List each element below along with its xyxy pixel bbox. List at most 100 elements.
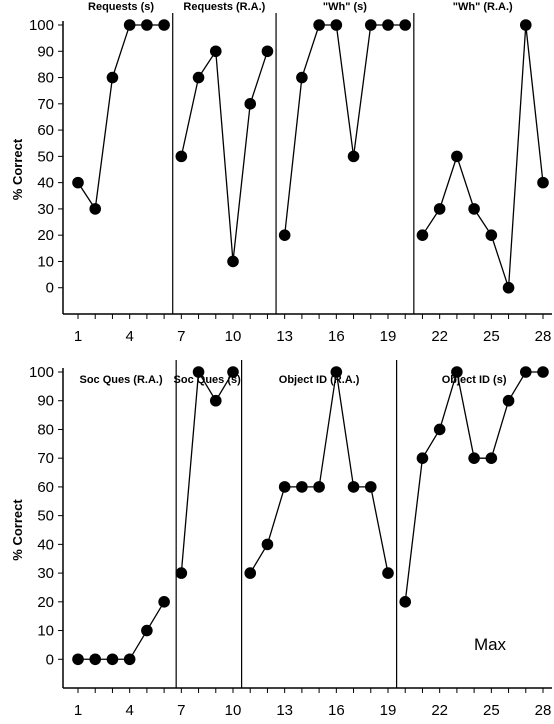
data-point <box>399 19 412 31</box>
data-point <box>175 567 188 579</box>
data-point <box>399 596 412 608</box>
data-point <box>519 366 532 378</box>
data-point <box>468 452 480 464</box>
x-tick-label: 4 <box>125 328 133 345</box>
data-point <box>244 567 257 579</box>
data-point <box>502 394 515 407</box>
x-tick-label: 7 <box>177 702 185 719</box>
y-tick-label: 0 <box>46 280 54 297</box>
series-line <box>77 24 165 211</box>
series-line <box>180 369 234 574</box>
y-tick-label: 40 <box>37 536 54 553</box>
x-tick-label: 19 <box>380 328 397 345</box>
phase-label: Soc Ques (s) <box>174 374 242 386</box>
y-tick-label: 10 <box>37 253 54 270</box>
data-point <box>296 481 308 493</box>
x-tick-label: 16 <box>328 702 345 719</box>
y-tick-label: 60 <box>37 479 54 496</box>
data-point <box>382 19 394 31</box>
y-tick-label: 100 <box>29 17 54 34</box>
phase-label: Soc Ques (R.A.) <box>79 374 162 386</box>
x-tick-label: 10 <box>225 702 242 719</box>
data-point <box>106 653 119 666</box>
data-point <box>278 481 291 493</box>
x-tick-label: 16 <box>328 328 345 345</box>
x-tick-label: 4 <box>125 702 133 719</box>
data-point <box>330 19 343 31</box>
series-line <box>404 371 543 602</box>
participant-label: Max <box>474 635 507 654</box>
y-tick-label: 40 <box>37 175 54 192</box>
data-point <box>364 481 377 493</box>
data-point <box>158 19 170 31</box>
data-point <box>537 176 549 189</box>
data-point <box>519 19 532 31</box>
data-point <box>451 366 463 378</box>
data-point <box>485 229 498 241</box>
x-tick-label: 13 <box>276 328 293 345</box>
y-tick-label: 30 <box>37 201 54 218</box>
data-point <box>296 71 308 84</box>
data-point <box>244 98 257 110</box>
data-point <box>141 624 153 637</box>
data-point <box>141 19 153 31</box>
data-point <box>72 653 84 666</box>
data-point <box>227 366 239 378</box>
x-tick-label: 25 <box>483 702 500 719</box>
y-axis-title: % Correct <box>10 138 25 200</box>
y-tick-label: 20 <box>37 227 54 244</box>
data-point <box>209 394 222 407</box>
data-point <box>485 452 498 464</box>
data-point <box>347 481 360 493</box>
data-point <box>468 203 480 215</box>
y-tick-label: 10 <box>37 623 54 640</box>
data-point <box>123 653 136 666</box>
y-tick-label: 50 <box>37 508 54 525</box>
x-tick-label: 28 <box>535 328 552 345</box>
data-point <box>89 653 102 666</box>
data-point <box>72 176 84 189</box>
data-point <box>537 366 549 378</box>
data-point <box>313 481 325 493</box>
data-point <box>451 150 463 163</box>
y-tick-label: 30 <box>37 565 54 582</box>
data-point <box>123 19 136 31</box>
y-tick-label: 80 <box>37 70 54 87</box>
data-point <box>227 255 239 268</box>
data-point <box>278 229 291 241</box>
data-point <box>192 366 205 378</box>
data-point <box>416 229 429 241</box>
data-point <box>158 596 170 608</box>
data-point <box>313 19 325 31</box>
x-tick-label: 10 <box>225 328 242 345</box>
x-tick-label: 22 <box>431 702 448 719</box>
y-tick-label: 60 <box>37 122 54 139</box>
phase-label: "Wh" (s) <box>323 1 367 13</box>
data-point <box>261 45 274 58</box>
data-point <box>175 150 188 163</box>
phase-label: Requests (R.A.) <box>183 1 265 13</box>
y-tick-label: 90 <box>37 393 54 410</box>
data-point <box>433 423 446 436</box>
y-tick-label: 0 <box>46 651 54 668</box>
data-point <box>261 538 274 551</box>
y-tick-label: 20 <box>37 594 54 611</box>
x-tick-label: 1 <box>74 702 82 719</box>
x-tick-label: 1 <box>74 328 82 345</box>
x-tick-label: 7 <box>177 328 185 345</box>
phase-label: "Wh" (R.A.) <box>453 1 513 13</box>
data-point <box>106 71 119 84</box>
data-point <box>209 45 222 58</box>
y-tick-label: 100 <box>29 364 54 381</box>
data-point <box>347 150 360 163</box>
x-tick-label: 13 <box>276 702 293 719</box>
y-tick-label: 70 <box>37 450 54 467</box>
phase-label: Requests (s) <box>88 1 154 13</box>
y-tick-label: 80 <box>37 421 54 438</box>
data-point <box>89 203 102 215</box>
x-tick-label: 19 <box>380 702 397 719</box>
data-point <box>382 567 394 579</box>
data-point <box>192 71 205 84</box>
y-tick-label: 70 <box>37 96 54 113</box>
